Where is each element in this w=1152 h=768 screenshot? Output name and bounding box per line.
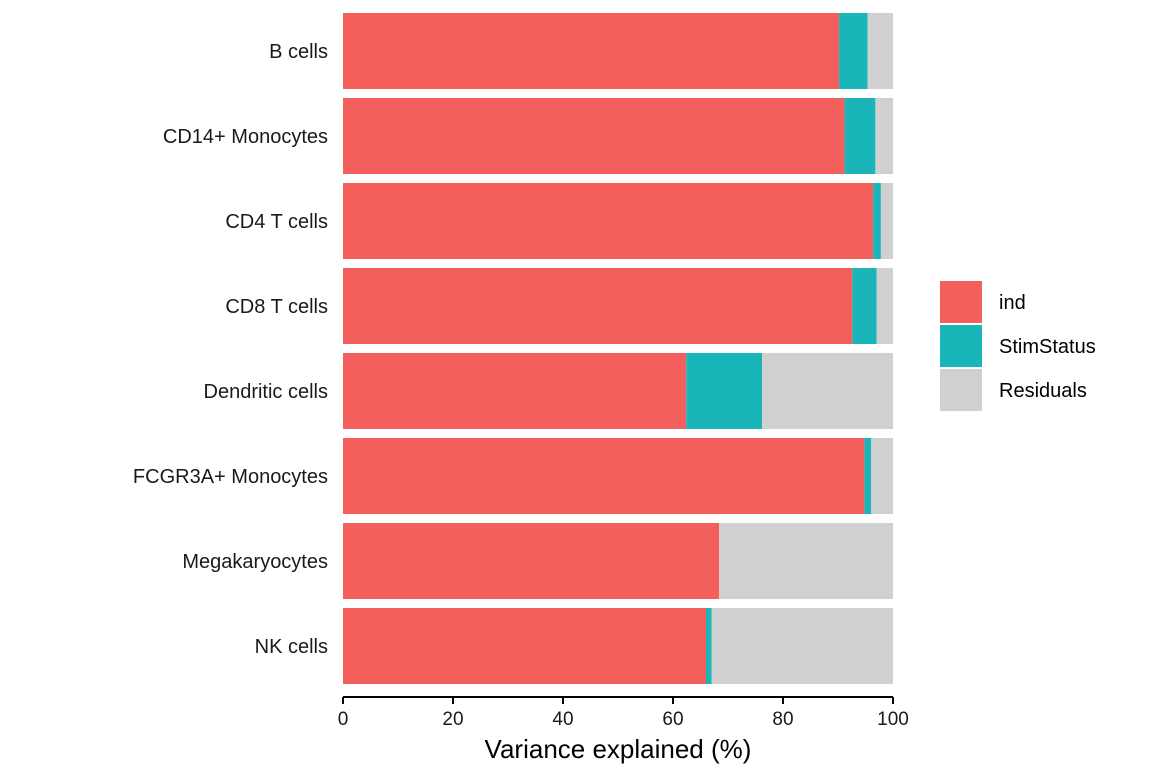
category-label: CD8 T cells: [225, 296, 328, 318]
bar-cd14-monocytes-residuals: [875, 98, 893, 174]
legend: ind StimStatus Residuals: [940, 281, 1096, 411]
x-tick-label: 100: [877, 709, 909, 730]
legend-swatch-ind: [940, 281, 982, 323]
bar-megakaryocytes-ind: [343, 523, 720, 599]
x-tick-label: 60: [662, 709, 683, 730]
bar-b-cells-residuals: [867, 13, 893, 89]
bar-cd8-t-cells-stimstatus: [852, 268, 877, 344]
bars-layer: [343, 13, 893, 684]
legend-label-residuals: Residuals: [999, 380, 1087, 402]
bar-cd14-monocytes-stimstatus: [844, 98, 876, 174]
x-axis-title: Variance explained (%): [485, 734, 752, 764]
bar-nk-cells-residuals: [711, 608, 893, 684]
x-tick-label: 40: [552, 709, 573, 730]
legend-label-ind: ind: [999, 292, 1026, 314]
x-tick-label: 80: [772, 709, 793, 730]
legend-swatch-residuals: [940, 369, 982, 411]
bar-dendritic-cells-stimstatus: [686, 353, 763, 429]
bar-dendritic-cells-ind: [343, 353, 687, 429]
bar-b-cells-ind: [343, 13, 840, 89]
bar-cd4-t-cells-residuals: [880, 183, 893, 259]
x-tick-label: 20: [442, 709, 463, 730]
bar-cd4-t-cells-stimstatus: [873, 183, 881, 259]
category-label: Megakaryocytes: [182, 551, 328, 573]
category-label: CD14+ Monocytes: [163, 126, 328, 148]
bar-cd4-t-cells-ind: [343, 183, 874, 259]
legend-label-stimstatus: StimStatus: [999, 336, 1096, 358]
bar-dendritic-cells-residuals: [762, 353, 893, 429]
x-tick-label: 0: [338, 709, 349, 730]
bar-b-cells-stimstatus: [839, 13, 868, 89]
category-label: FCGR3A+ Monocytes: [133, 466, 328, 488]
legend-swatch-stimstatus: [940, 325, 982, 367]
category-label: Dendritic cells: [204, 381, 328, 403]
bar-cd8-t-cells-residuals: [876, 268, 893, 344]
category-label: CD4 T cells: [225, 211, 328, 233]
category-labels: B cells CD14+ Monocytes CD4 T cells CD8 T c…: [133, 41, 328, 658]
category-label: NK cells: [255, 636, 328, 658]
bar-cd14-monocytes-ind: [343, 98, 845, 174]
bar-megakaryocytes-residuals: [719, 523, 893, 599]
bar-nk-cells-ind: [343, 608, 706, 684]
bar-fcgr3a-monocytes-stimstatus: [864, 438, 871, 514]
bar-fcgr3a-monocytes-ind: [343, 438, 865, 514]
category-label: B cells: [269, 41, 328, 63]
bar-nk-cells-stimstatus: [706, 608, 712, 684]
x-axis: 0 20 40 60 80 100: [338, 696, 909, 730]
bar-fcgr3a-monocytes-residuals: [871, 438, 893, 514]
bar-cd8-t-cells-ind: [343, 268, 853, 344]
